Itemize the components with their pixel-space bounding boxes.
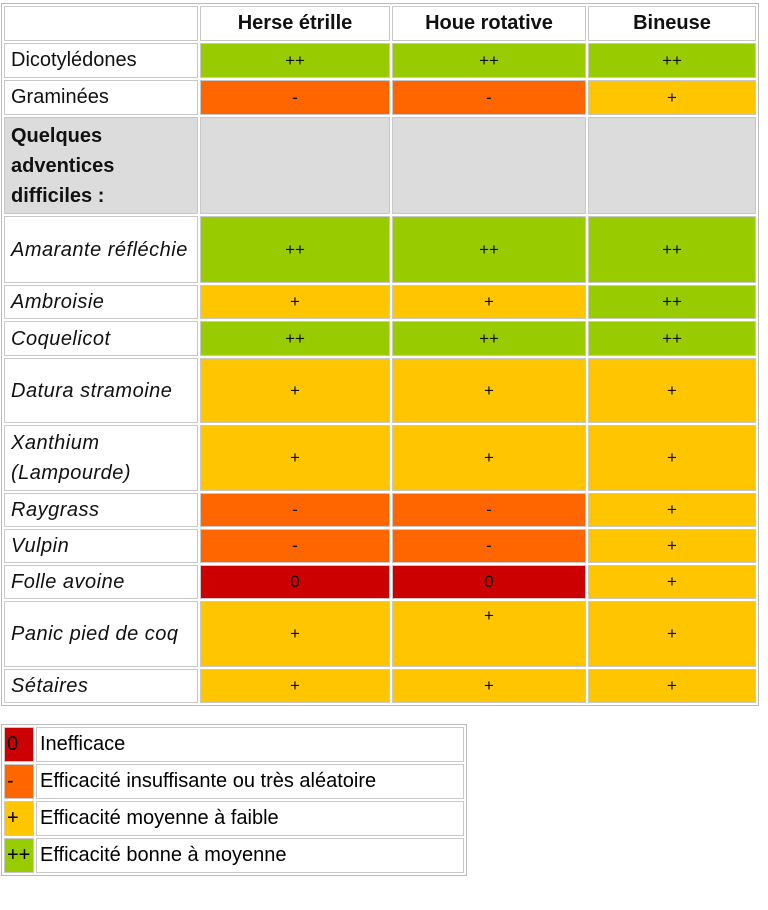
- rating-cell: ++: [588, 285, 756, 319]
- row-label: Ambroisie: [4, 285, 198, 319]
- rating-cell: ++: [392, 43, 586, 78]
- row-label: Raygrass: [4, 493, 198, 527]
- legend-text: Inefficace: [36, 727, 464, 762]
- rating-cell: ++: [588, 216, 756, 283]
- row-label: Dicotylédones: [4, 43, 198, 78]
- efficacy-table: Herse étrille Houe rotative Bineuse Dico…: [1, 3, 759, 706]
- legend-text: Efficacité insuffisante ou très aléatoir…: [36, 764, 464, 799]
- legend-item: ++ Efficacité bonne à moyenne: [4, 838, 464, 873]
- rating-cell: +: [588, 601, 756, 667]
- rating-cell: -: [200, 80, 390, 115]
- table-row: Folle avoine 0 0 +: [4, 565, 756, 599]
- rating-cell: +: [392, 601, 586, 667]
- row-label: Xanthium (Lampourde): [4, 425, 198, 491]
- rating-cell: +: [392, 285, 586, 319]
- table-row: Datura stramoine + + +: [4, 358, 756, 423]
- row-label: Datura stramoine: [4, 358, 198, 423]
- corner-cell: [4, 6, 198, 41]
- rating-cell: ++: [588, 43, 756, 78]
- row-label: Coquelicot: [4, 321, 198, 356]
- rating-cell: [588, 117, 756, 214]
- rating-cell: ++: [588, 321, 756, 356]
- row-label: Vulpin: [4, 529, 198, 563]
- table-row: Quelques adventices difficiles :: [4, 117, 756, 214]
- legend-swatch: 0: [4, 727, 34, 762]
- legend-text: Efficacité bonne à moyenne: [36, 838, 464, 873]
- table-row: Vulpin - - +: [4, 529, 756, 563]
- row-label: Sétaires: [4, 669, 198, 703]
- rating-cell: [392, 117, 586, 214]
- table-row: Dicotylédones ++ ++ ++: [4, 43, 756, 78]
- rating-cell: +: [588, 529, 756, 563]
- rating-cell: +: [200, 669, 390, 703]
- row-label: Amarante réfléchie: [4, 216, 198, 283]
- rating-cell: ++: [200, 321, 390, 356]
- table-row: Raygrass - - +: [4, 493, 756, 527]
- table-row: Amarante réfléchie ++ ++ ++: [4, 216, 756, 283]
- rating-cell: ++: [200, 216, 390, 283]
- legend-swatch: -: [4, 764, 34, 799]
- table-row: Sétaires + + +: [4, 669, 756, 703]
- rating-cell: -: [200, 529, 390, 563]
- legend: 0 Inefficace - Efficacité insuffisante ou t…: [1, 724, 467, 876]
- row-label: Panic pied de coq: [4, 601, 198, 667]
- table-row: Panic pied de coq + + +: [4, 601, 756, 667]
- rating-cell: +: [392, 358, 586, 423]
- rating-cell: +: [588, 669, 756, 703]
- rating-cell: ++: [392, 321, 586, 356]
- table-row: Ambroisie + + ++: [4, 285, 756, 319]
- row-label: Graminées: [4, 80, 198, 115]
- rating-cell: +: [588, 565, 756, 599]
- rating-cell: +: [200, 285, 390, 319]
- rating-cell: ++: [200, 43, 390, 78]
- legend-text: Efficacité moyenne à faible: [36, 801, 464, 836]
- header-bineuse: Bineuse: [588, 6, 756, 41]
- rating-cell: +: [392, 425, 586, 491]
- header-herse-etrille: Herse étrille: [200, 6, 390, 41]
- rating-cell: +: [588, 80, 756, 115]
- rating-cell: +: [588, 493, 756, 527]
- rating-cell: +: [200, 601, 390, 667]
- rating-cell: +: [200, 358, 390, 423]
- rating-cell: -: [392, 493, 586, 527]
- legend-item: 0 Inefficace: [4, 727, 464, 762]
- legend-item: - Efficacité insuffisante ou très aléatoi…: [4, 764, 464, 799]
- rating-cell: +: [588, 425, 756, 491]
- row-label: Quelques adventices difficiles :: [4, 117, 198, 214]
- rating-cell: +: [392, 669, 586, 703]
- row-label: Folle avoine: [4, 565, 198, 599]
- rating-cell: 0: [392, 565, 586, 599]
- legend-swatch: +: [4, 801, 34, 836]
- header-row: Herse étrille Houe rotative Bineuse: [4, 6, 756, 41]
- rating-cell: +: [200, 425, 390, 491]
- table-row: Coquelicot ++ ++ ++: [4, 321, 756, 356]
- legend-swatch: ++: [4, 838, 34, 873]
- table-row: Graminées - - +: [4, 80, 756, 115]
- table-row: Xanthium (Lampourde) + + +: [4, 425, 756, 491]
- header-houe-rotative: Houe rotative: [392, 6, 586, 41]
- legend-item: + Efficacité moyenne à faible: [4, 801, 464, 836]
- rating-cell: -: [392, 80, 586, 115]
- rating-cell: +: [588, 358, 756, 423]
- rating-cell: [200, 117, 390, 214]
- rating-cell: ++: [392, 216, 586, 283]
- rating-cell: 0: [200, 565, 390, 599]
- rating-cell: -: [392, 529, 586, 563]
- rating-cell: -: [200, 493, 390, 527]
